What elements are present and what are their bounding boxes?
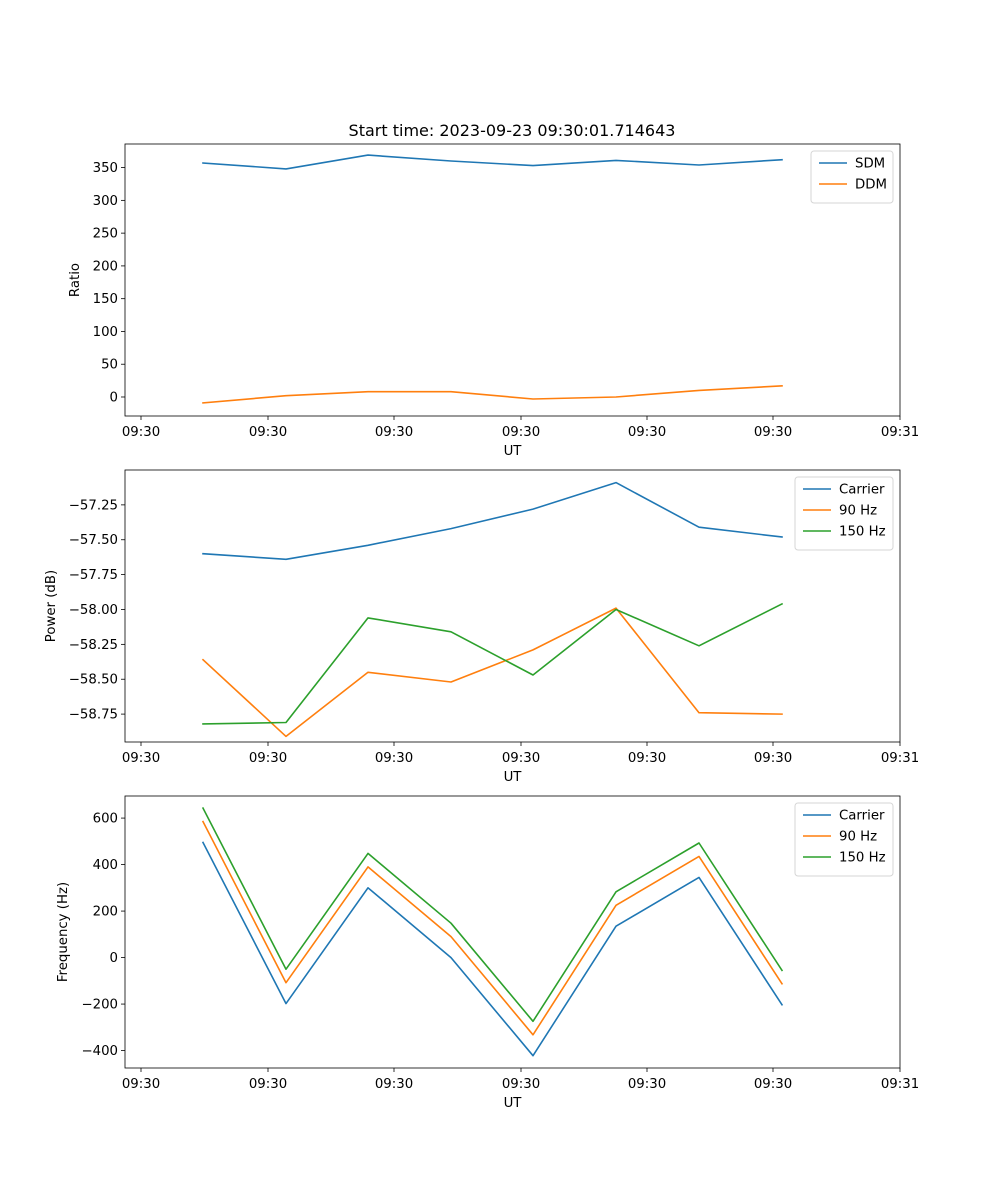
y-axis-label: Power (dB) xyxy=(44,570,59,642)
legend-label: SDM xyxy=(855,157,885,172)
y-axis-label: Frequency (Hz) xyxy=(56,882,71,982)
x-tick-label: 09:30 xyxy=(249,425,287,440)
y-tick-label: −400 xyxy=(81,1044,118,1059)
y-tick-label: 100 xyxy=(93,325,118,340)
y-tick-label: −58.00 xyxy=(69,603,118,618)
series-line-carrier xyxy=(201,841,784,1057)
x-tick-label: 09:30 xyxy=(628,1077,666,1092)
x-tick-label: 09:30 xyxy=(502,1077,540,1092)
x-tick-label: 09:30 xyxy=(754,751,792,766)
y-tick-label: 0 xyxy=(110,390,118,405)
legend-label: Carrier xyxy=(839,809,885,824)
series-line-90-hz xyxy=(201,820,784,1036)
y-tick-label: −58.50 xyxy=(69,673,118,688)
x-tick-label: 09:30 xyxy=(628,751,666,766)
x-tick-label: 09:30 xyxy=(122,425,160,440)
y-tick-label: 200 xyxy=(93,905,118,920)
x-tick-label: 09:30 xyxy=(249,751,287,766)
y-tick-label: −200 xyxy=(81,998,118,1013)
x-axis-label: UT xyxy=(504,1096,523,1111)
series-line-150-hz xyxy=(202,602,784,725)
legend-label: 90 Hz xyxy=(839,830,877,845)
x-tick-label: 09:31 xyxy=(881,751,919,766)
series-line-ddm xyxy=(202,385,783,404)
y-tick-label: 400 xyxy=(93,858,118,873)
y-tick-label: −58.25 xyxy=(69,638,118,653)
y-tick-label: 150 xyxy=(93,292,118,307)
plot-area xyxy=(124,469,901,743)
y-tick-label: 0 xyxy=(110,951,118,966)
y-tick-label: −57.75 xyxy=(69,568,118,583)
y-axis-label: Ratio xyxy=(68,263,83,297)
series-line-150-hz xyxy=(201,807,784,1023)
x-tick-label: 09:30 xyxy=(122,1077,160,1092)
series-line-carrier xyxy=(202,481,783,561)
ratio-panel: 09:30 09:30 09:30 09:30 09:30 09:30 09:31 0 50 10… xyxy=(68,143,919,459)
legend-label: 150 Hz xyxy=(839,525,886,540)
legend xyxy=(810,150,894,204)
x-tick-label: 09:30 xyxy=(249,1077,287,1092)
frequency-panel: 09:30 09:30 09:30 09:30 09:30 09:30 09:31 −400 −… xyxy=(56,795,919,1111)
x-tick-label: 09:30 xyxy=(375,425,413,440)
x-tick-label: 09:30 xyxy=(628,425,666,440)
legend-label: DDM xyxy=(855,178,887,193)
x-tick-label: 09:30 xyxy=(754,1077,792,1092)
legend-label: 90 Hz xyxy=(839,504,877,519)
y-tick-label: −57.25 xyxy=(69,498,118,513)
y-tick-label: 50 xyxy=(101,358,118,373)
x-axis-label: UT xyxy=(504,444,523,459)
x-tick-label: 09:30 xyxy=(502,751,540,766)
x-tick-label: 09:31 xyxy=(881,1077,919,1092)
series-line-90-hz xyxy=(201,607,783,738)
x-tick-label: 09:30 xyxy=(375,751,413,766)
y-tick-label: 350 xyxy=(93,161,118,176)
x-tick-label: 09:30 xyxy=(754,425,792,440)
legend-label: 150 Hz xyxy=(839,851,886,866)
x-tick-label: 09:30 xyxy=(502,425,540,440)
power-panel: 09:30 09:30 09:30 09:30 09:30 09:30 09:31 −58.7… xyxy=(44,469,919,785)
legend-label: Carrier xyxy=(839,483,885,498)
figure-title: Start time: 2023-09-23 09:30:01.714643 xyxy=(349,121,676,140)
x-tick-label: 09:31 xyxy=(881,425,919,440)
y-tick-label: −57.50 xyxy=(69,533,118,548)
y-tick-label: 300 xyxy=(93,194,118,209)
y-tick-label: 200 xyxy=(93,259,118,274)
y-tick-label: 600 xyxy=(93,812,118,827)
x-tick-label: 09:30 xyxy=(122,751,160,766)
plot-area xyxy=(124,143,901,417)
plot-area xyxy=(124,795,901,1069)
y-tick-label: −58.75 xyxy=(69,708,118,723)
x-axis-label: UT xyxy=(504,770,523,785)
series-line-sdm xyxy=(202,154,783,170)
y-tick-label: 250 xyxy=(93,227,118,242)
x-tick-label: 09:30 xyxy=(375,1077,413,1092)
